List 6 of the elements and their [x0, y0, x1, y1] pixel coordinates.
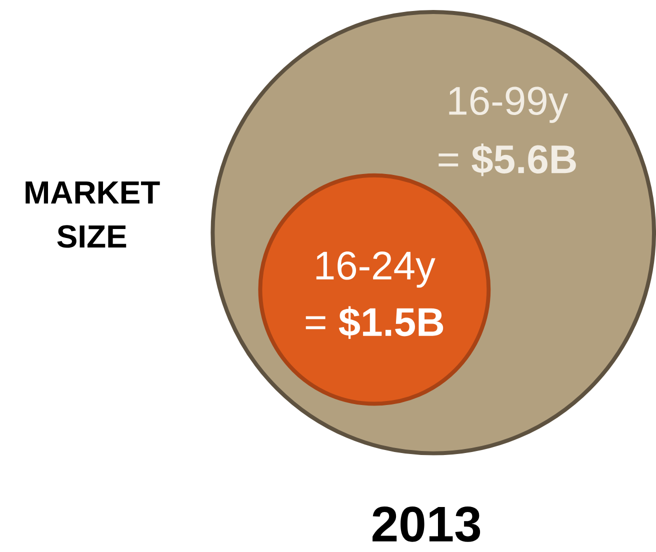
category-label: 16-99y	[449, 86, 568, 123]
text: MARKET SIZE	[26, 181, 160, 248]
text: 2013	[372, 506, 480, 542]
data-label: = $5.6B	[438, 143, 576, 176]
data-label: = $1.5B	[306, 306, 444, 339]
category-label: 16-24y	[316, 251, 436, 288]
